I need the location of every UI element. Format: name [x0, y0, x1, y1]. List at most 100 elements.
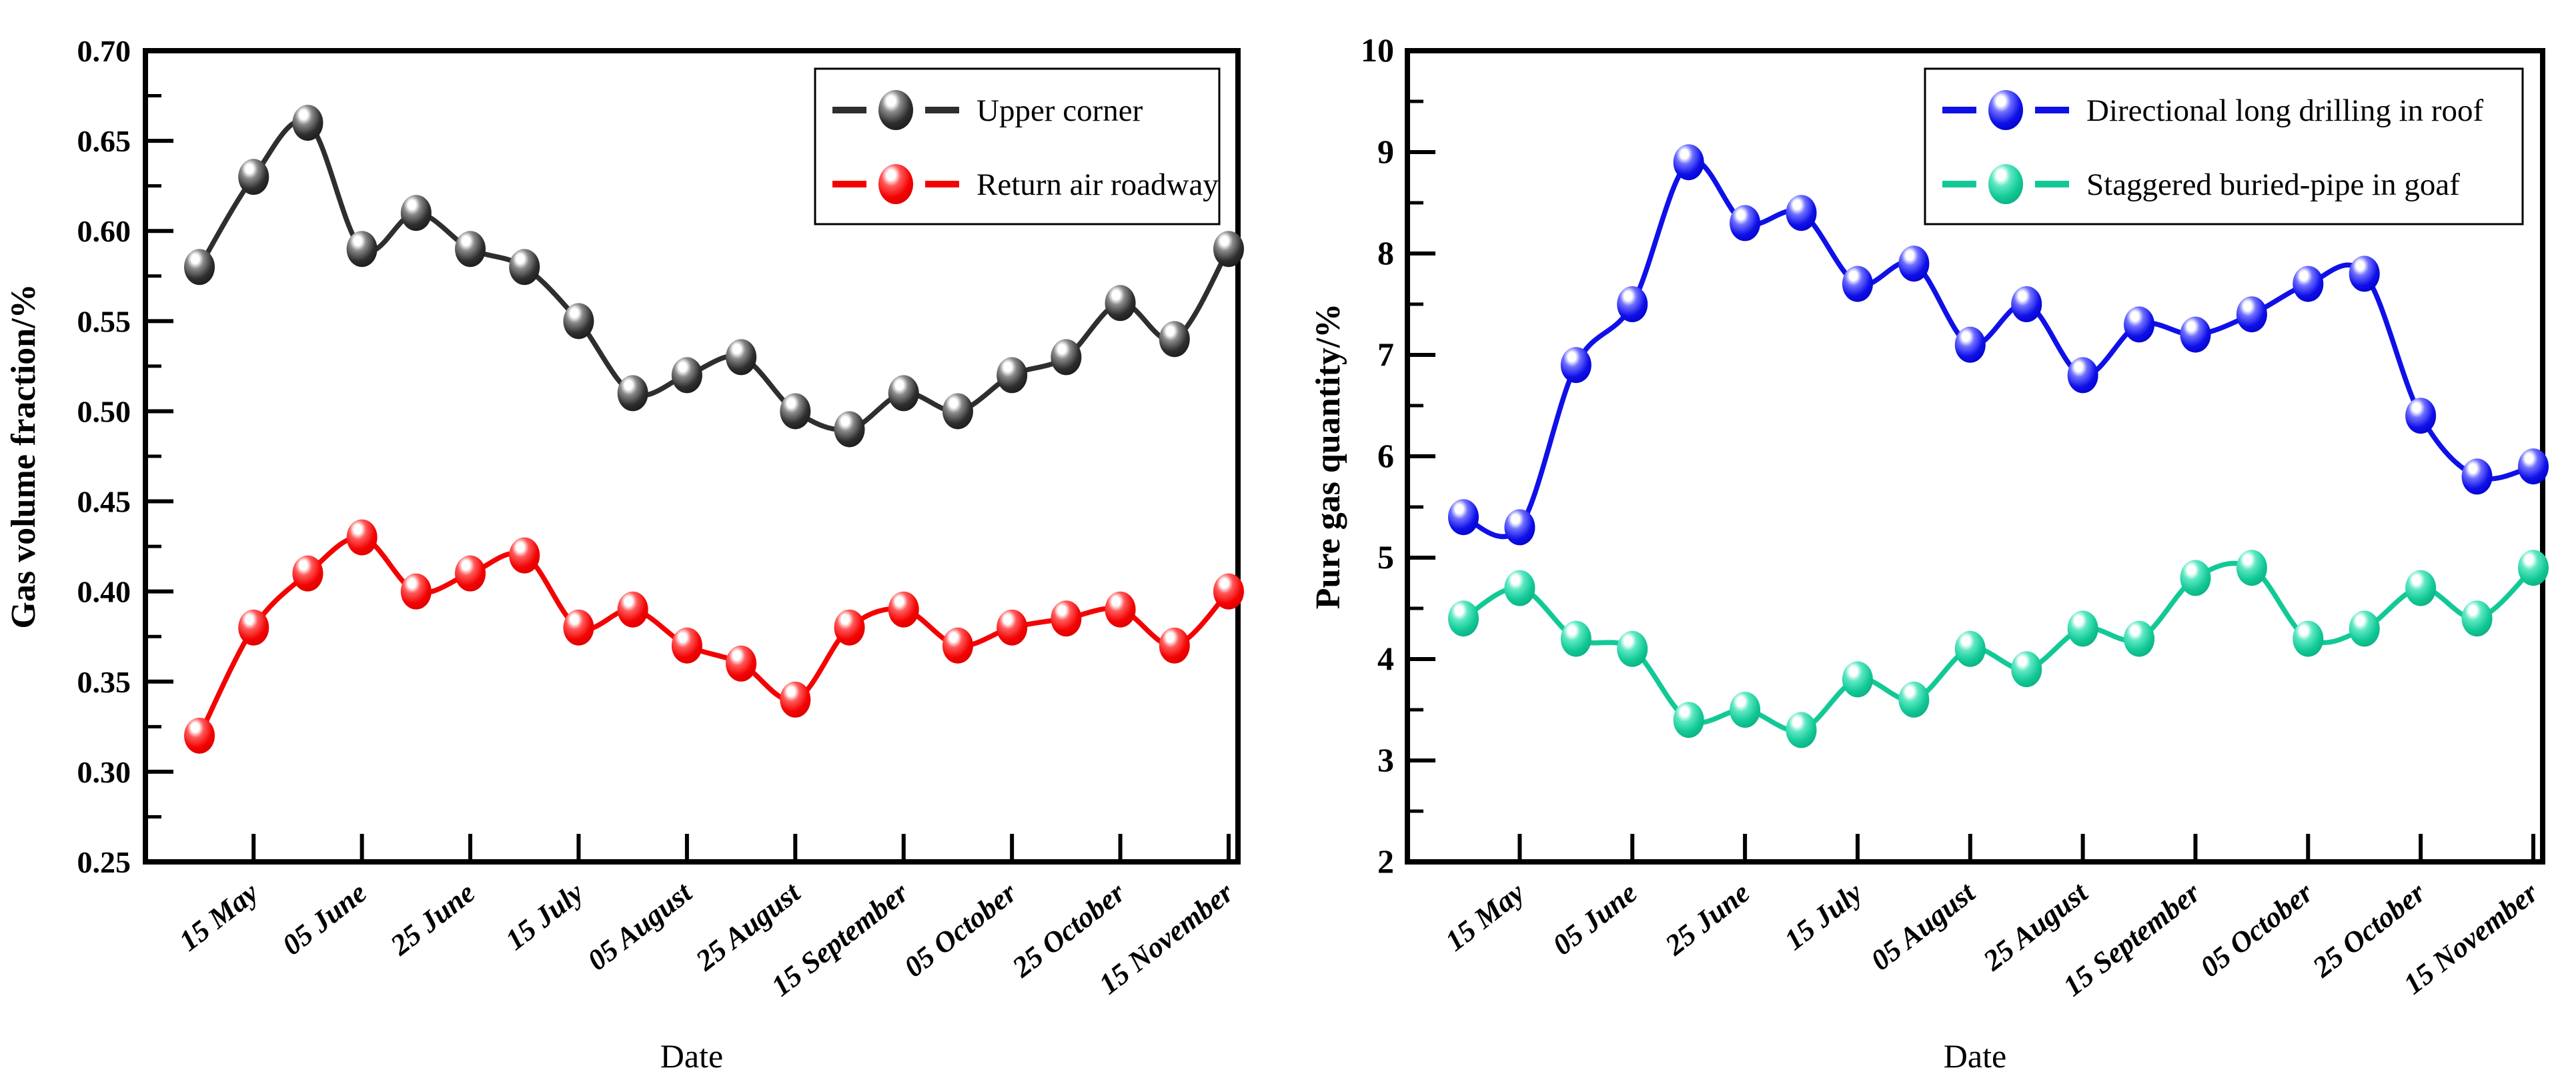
data-point-marker	[1842, 661, 1873, 698]
data-point-marker	[942, 627, 973, 664]
y-tick-label: 0.60	[77, 214, 131, 248]
y-tick-label: 0.45	[77, 485, 131, 519]
x-tick-label: 25 June	[384, 876, 482, 962]
data-point-marker	[997, 609, 1028, 646]
data-point-marker	[1051, 339, 1082, 376]
y-tick-label: 4	[1377, 640, 1394, 677]
y-tick-label: 0.70	[77, 34, 131, 68]
data-point-marker	[780, 681, 811, 718]
data-point-marker	[346, 519, 378, 556]
data-point-marker	[1213, 573, 1244, 610]
legend-label: Upper corner	[977, 93, 1143, 128]
data-point-marker	[1159, 627, 1190, 664]
legend-label: Directional long drilling in roof	[2086, 93, 2484, 128]
data-point-marker	[2011, 286, 2042, 322]
legend-item-staggered-buried-pipe-in-goaf: Staggered buried-pipe in goaf	[1942, 164, 2460, 204]
data-point-marker	[1786, 195, 1817, 231]
data-point-marker	[292, 555, 324, 592]
data-point-marker	[1617, 286, 1648, 322]
data-point-marker	[2405, 398, 2437, 434]
data-point-marker	[726, 645, 757, 682]
data-point-marker	[617, 375, 648, 412]
y-axis-title: Gas volume fraction/%	[5, 284, 43, 628]
plot-box	[143, 48, 1241, 865]
x-tick-label: 25 June	[1659, 876, 1756, 962]
legend-box	[1924, 67, 2524, 225]
data-point-marker	[942, 393, 973, 430]
x-tick-label: 15 July	[499, 876, 590, 957]
data-point-marker	[2124, 620, 2155, 657]
series-line	[197, 534, 1231, 738]
y-axis-title: Pure gas quantity/%	[1309, 304, 1347, 609]
data-point-marker	[834, 411, 865, 448]
y-tick-label: 5	[1377, 538, 1394, 576]
data-point-marker	[563, 303, 594, 340]
series-directional-long-drilling-in-roof	[1448, 144, 2549, 546]
legend-marker	[878, 90, 913, 130]
legend-marker	[1988, 164, 2023, 204]
data-point-marker	[455, 231, 486, 267]
data-point-marker	[2293, 265, 2324, 302]
data-point-marker	[1504, 570, 1535, 606]
data-point-marker	[1842, 265, 1873, 302]
x-axis-title: Date	[1944, 1037, 2006, 1075]
data-point-marker	[2293, 620, 2324, 657]
y-tick-label: 6	[1377, 437, 1394, 474]
data-point-marker	[1730, 692, 1761, 728]
data-point-marker	[2067, 610, 2098, 647]
y-tick-label: 7	[1377, 336, 1394, 373]
data-point-marker	[2236, 296, 2267, 333]
data-point-marker	[1448, 499, 1479, 536]
data-point-marker	[2518, 448, 2549, 485]
data-point-marker	[2180, 560, 2211, 596]
data-point-marker	[780, 393, 811, 430]
data-point-marker	[726, 339, 757, 376]
data-point-marker	[2349, 610, 2380, 647]
x-tick-label: 05 June	[276, 876, 373, 961]
y-tick-label: 0.65	[77, 124, 131, 158]
series-staggered-buried-pipe-in-goaf	[1448, 550, 2549, 748]
y-tick-label: 3	[1377, 741, 1394, 778]
x-tick-label: 15 May	[173, 876, 264, 957]
data-point-marker	[617, 591, 648, 628]
legend-label: Staggered buried-pipe in goaf	[2086, 167, 2460, 202]
x-tick-label: 05 October	[898, 876, 1023, 984]
y-tick-label: 0.55	[77, 304, 131, 338]
data-point-marker	[1159, 321, 1190, 358]
data-point-marker	[1954, 630, 1986, 667]
data-point-marker	[1786, 712, 1817, 748]
data-point-marker	[671, 627, 702, 664]
data-point-marker	[400, 195, 432, 231]
data-point-marker	[509, 537, 540, 574]
data-point-marker	[1617, 630, 1648, 667]
data-point-marker	[888, 591, 919, 628]
data-point-marker	[1954, 326, 1986, 363]
data-point-marker	[2405, 570, 2437, 606]
data-point-marker	[671, 357, 702, 394]
data-point-marker	[292, 105, 324, 141]
legend: Upper corner Return air roadway	[814, 67, 1221, 225]
data-point-marker	[2349, 255, 2380, 292]
data-point-marker	[1105, 591, 1136, 628]
x-tick-label: 15 July	[1778, 876, 1869, 957]
data-point-marker	[1504, 509, 1535, 546]
data-point-marker	[1560, 347, 1591, 384]
legend-marker	[878, 164, 913, 204]
data-point-marker	[2180, 316, 2211, 353]
x-tick-label: 05 August	[1865, 875, 1982, 977]
y-tick-label: 0.40	[77, 575, 131, 609]
data-point-marker	[997, 357, 1028, 394]
data-point-marker	[1560, 620, 1591, 657]
data-point-marker	[834, 609, 865, 646]
data-point-marker	[2518, 550, 2549, 586]
legend-item-upper-corner: Upper corner	[832, 90, 1143, 130]
data-point-marker	[400, 573, 432, 610]
data-point-marker	[1051, 600, 1082, 637]
y-tick-label: 0.35	[77, 665, 131, 699]
x-tick-label: 05 June	[1547, 876, 1644, 961]
x-tick-label: 05 August	[582, 875, 699, 977]
x-axis-title: Date	[660, 1037, 723, 1075]
data-point-marker	[2011, 651, 2042, 688]
